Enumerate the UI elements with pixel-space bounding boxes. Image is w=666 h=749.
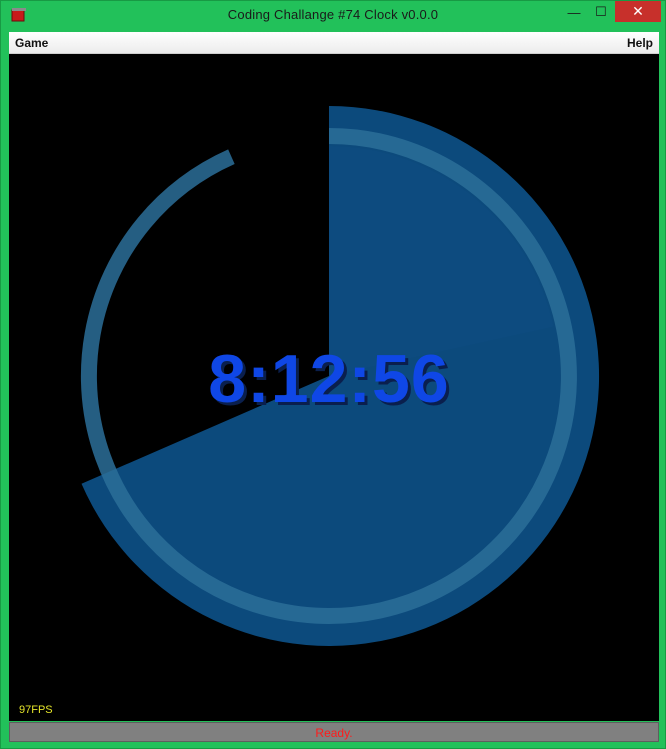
close-button[interactable]: ✕ (615, 1, 661, 22)
menu-bar: Game Help (9, 32, 659, 54)
fps-counter: 97FPS (19, 704, 53, 716)
minute-arc (329, 146, 554, 376)
maximize-button[interactable]: ☐ (595, 4, 607, 19)
window-title: Coding Challange #74 Clock v0.0.0 (227, 7, 439, 22)
title-bar[interactable]: Coding Challange #74 Clock v0.0.0 — ☐ ✕ (1, 1, 665, 31)
menu-help[interactable]: Help (626, 36, 653, 50)
time-display: 8:12:56 (208, 341, 450, 417)
clock-graphic (80, 106, 600, 646)
clock-canvas: 8:12:56 97FPS (9, 54, 659, 721)
menu-game[interactable]: Game (15, 36, 49, 50)
status-text: Ready. (315, 726, 353, 740)
minimize-button[interactable]: — (567, 4, 581, 20)
app-icon (11, 8, 26, 22)
status-bar: Ready. (9, 722, 659, 742)
second-arc (80, 128, 577, 624)
